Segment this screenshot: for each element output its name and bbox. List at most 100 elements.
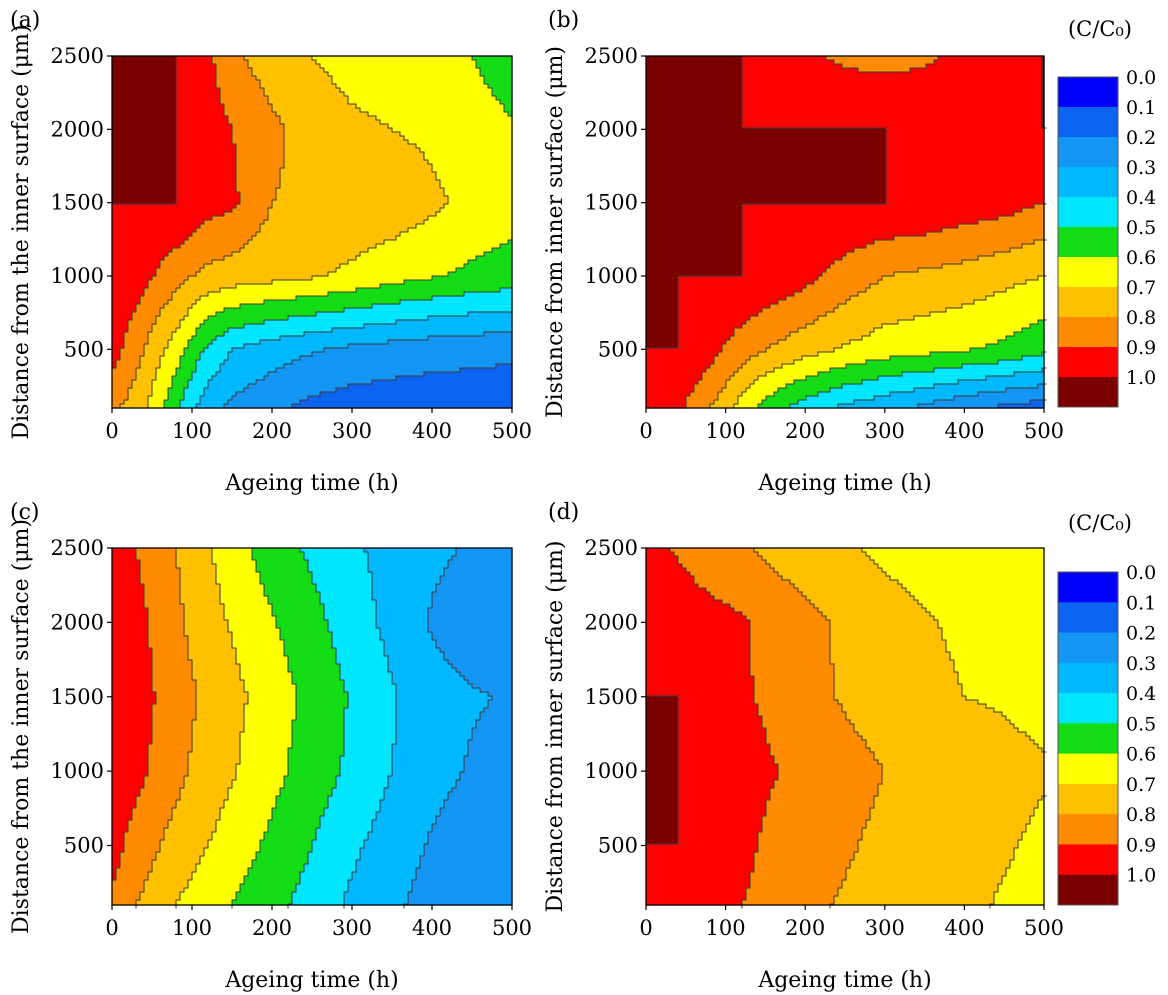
contour-band-cell — [822, 612, 931, 617]
contour-band-cell — [180, 244, 245, 249]
contour-band-cell — [646, 228, 743, 233]
contour-band-cell — [428, 336, 513, 341]
contour-band-cell — [436, 820, 513, 825]
contour-band-cell — [646, 644, 751, 649]
contour-band-cell — [188, 772, 237, 777]
contour-band-cell — [152, 864, 197, 869]
contour-band-cell — [710, 404, 735, 409]
contour-band-cell — [902, 584, 1045, 589]
contour-band-cell — [180, 588, 221, 593]
contour-band-cell — [184, 604, 225, 609]
contour-band-cell — [344, 748, 393, 753]
contour-band-cell — [742, 252, 847, 257]
contour-band-cell — [240, 748, 289, 753]
contour-band-cell — [332, 788, 385, 793]
contour-band-cell — [846, 300, 975, 305]
contour-band-cell — [646, 148, 887, 153]
contour-band-cell — [456, 552, 513, 557]
contour-band-cell — [750, 624, 831, 629]
contour-band-cell — [324, 604, 377, 609]
contour-band-cell — [830, 628, 943, 633]
contour-band-cell — [152, 728, 193, 733]
contour-band-cell — [762, 820, 867, 825]
contour-band-cell — [380, 636, 433, 641]
contour-band-cell — [176, 804, 225, 809]
contour-band-cell — [112, 388, 129, 393]
contour-band-cell — [646, 348, 723, 353]
contour-band-cell — [148, 332, 173, 337]
contour-band-cell — [782, 576, 891, 581]
contour-band-cell — [842, 704, 987, 709]
contour-band-cell — [324, 616, 377, 621]
contour-band-cell — [152, 732, 193, 737]
contour-band-cell — [646, 680, 755, 685]
contour-band-cell — [148, 640, 189, 645]
contour-band-cell — [324, 612, 377, 617]
contour-band-cell — [986, 704, 1045, 709]
contour-band-cell — [742, 100, 1043, 105]
contour-band-cell — [204, 392, 237, 397]
contour-band-cell — [758, 708, 843, 713]
x-tick-label: 400 — [944, 419, 984, 443]
contour-band-cell — [432, 600, 513, 605]
contour-band-cell — [192, 744, 241, 749]
contour-band-cell — [240, 888, 297, 893]
contour-band-cell — [830, 624, 939, 629]
colorbar-level-label: 0.0 — [1126, 562, 1156, 584]
contour-band-cell — [236, 156, 285, 161]
contour-band-cell — [164, 400, 181, 405]
contour-band-cell — [850, 296, 987, 301]
contour-band-cell — [240, 192, 277, 197]
contour-band-cell — [762, 816, 871, 821]
contour-band-cell — [440, 648, 513, 653]
contour-band-cell — [830, 632, 943, 637]
colorbar-swatch — [1058, 693, 1118, 724]
contour-band-cell — [264, 300, 401, 305]
contour-band-cell — [678, 804, 767, 809]
contour-band-cell — [172, 336, 193, 341]
contour-band-cell — [176, 80, 217, 85]
contour-band-cell — [480, 688, 513, 693]
contour-band-cell — [646, 244, 743, 249]
contour-band-cell — [444, 652, 513, 657]
contour-band-cell — [750, 872, 847, 877]
contour-band-cell — [424, 848, 513, 853]
contour-band-cell — [838, 888, 999, 893]
panel-c-xlabel: Ageing time (h) — [224, 968, 398, 993]
contour-band-cell — [112, 332, 125, 337]
y-tick-label: 1500 — [585, 191, 638, 215]
contour-band-cell — [348, 884, 413, 889]
contour-band-cell — [758, 836, 863, 841]
contour-band-cell — [112, 240, 185, 245]
contour-band-cell — [236, 148, 285, 153]
contour-band-cell — [280, 116, 377, 121]
contour-band-cell — [180, 584, 221, 589]
contour-band-cell — [846, 364, 963, 369]
contour-band-cell — [472, 732, 513, 737]
contour-band-cell — [300, 400, 513, 405]
contour-band-cell — [646, 836, 679, 841]
contour-band-cell — [432, 592, 513, 597]
contour-band-cell — [1014, 372, 1045, 377]
colorbar-swatch — [1058, 287, 1118, 318]
contour-band-cell — [1042, 120, 1045, 125]
contour-band-cell — [180, 592, 221, 597]
contour-band-cell — [240, 760, 289, 765]
contour-band-cell — [212, 260, 349, 265]
contour-band-cell — [372, 580, 441, 585]
contour-band-cell — [196, 332, 225, 337]
contour-band-cell — [646, 768, 679, 773]
contour-band-cell — [646, 276, 679, 281]
contour-band-cell — [216, 76, 257, 81]
contour-band-cell — [220, 368, 277, 373]
contour-band-cell — [184, 612, 225, 617]
contour-band-cell — [148, 400, 165, 405]
contour-band-cell — [356, 868, 417, 873]
contour-band-cell — [168, 824, 217, 829]
contour-band-cell — [842, 256, 979, 261]
contour-band-cell — [112, 244, 181, 249]
contour-band-cell — [344, 892, 409, 897]
y-tick-label: 1500 — [51, 685, 104, 709]
contour-band-cell — [646, 136, 887, 141]
contour-band-cell — [224, 108, 273, 113]
